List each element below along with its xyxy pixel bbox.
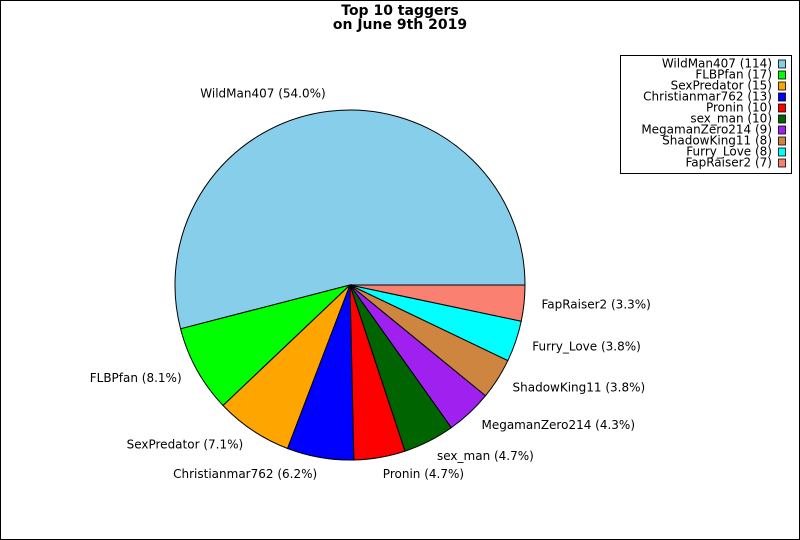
legend-label: MegamanZero214 (9) [641,123,772,137]
legend-swatch [778,158,786,168]
slice-label: FapRaiser2 (3.3%) [541,298,650,312]
chart-subtitle: on June 9th 2019 [333,17,467,33]
slice-label: SexPredator (7.1%) [127,438,244,452]
legend-swatch [778,59,786,69]
legend-swatch [778,136,786,146]
legend-label: WildMan407 (114) [662,57,772,71]
legend-box [620,55,792,174]
legend-label: Christianmar762 (13) [643,90,772,104]
slice-label: Christianmar762 (6.2%) [173,467,317,481]
legend-label: FapRaiser2 (7) [685,156,772,170]
legend-label: SexPredator (15) [671,79,772,93]
slice-label: sex_man (4.7%) [437,449,534,463]
legend-swatch [778,92,786,102]
slice-label: MegamanZero214 (4.3%) [481,418,635,432]
slice-label: Pronin (4.7%) [383,467,464,481]
slice-label: Furry_Love (3.8%) [532,339,641,353]
legend-label: Pronin (10) [706,101,772,115]
legend-swatch [778,103,786,113]
pie-slice [174,109,526,330]
slice-label: ShadowKing11 (3.8%) [513,381,646,395]
pie-slice [349,284,526,322]
legend-label: Furry_Love (8) [686,145,772,159]
legend-swatch [778,81,786,91]
legend-label: ShadowKing11 (8) [662,134,772,148]
chart-title: Top 10 taggers [341,3,458,19]
legend-label: FLBPfan (17) [695,68,772,82]
legend-swatch [778,147,786,157]
legend-swatch [778,114,786,124]
slice-label: WildMan407 (54.0%) [200,87,325,101]
legend-swatch [778,70,786,80]
legend-swatch [778,125,786,135]
legend-label: sex_man (10) [690,112,772,126]
slice-label: FLBPfan (8.1%) [90,371,182,385]
pie-slice [179,284,352,407]
